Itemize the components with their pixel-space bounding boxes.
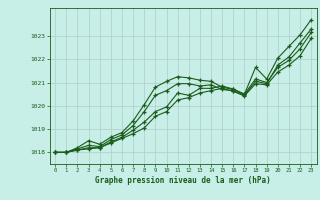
X-axis label: Graphe pression niveau de la mer (hPa): Graphe pression niveau de la mer (hPa) [95,176,271,185]
